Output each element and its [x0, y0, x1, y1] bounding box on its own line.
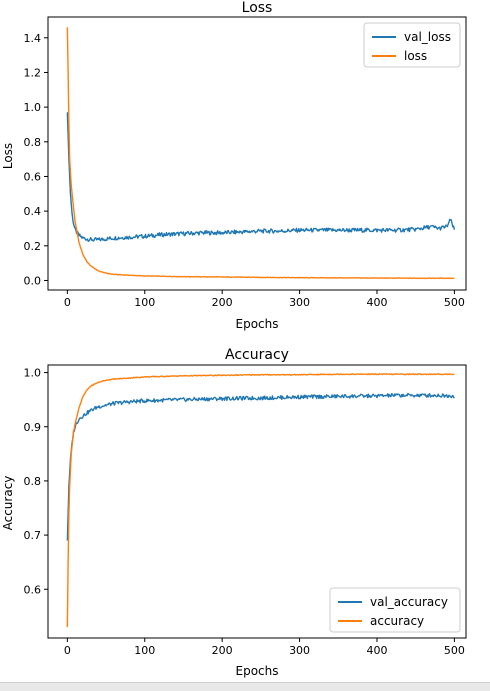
series-lines: [66, 373, 455, 628]
legend-label-loss: loss: [404, 49, 427, 63]
legend: val_accuracy accuracy: [329, 587, 461, 633]
legend-label-val_accuracy: val_accuracy: [370, 595, 448, 609]
legend-box: [329, 587, 461, 633]
loss-chart: Loss 0 100 200 300 400 500 0.0 0.2 0.4 0.6 0.8 1.0…: [1, 0, 467, 331]
x-tick-label: 400: [366, 296, 387, 309]
x-ticks: 0 100 200 300 400 500: [64, 638, 465, 657]
x-tick-label: 0: [64, 644, 71, 657]
accuracy-chart: Accuracy 0 100 200 300 400 500 0.6 0.7 0.8 0.9 1.…: [1, 347, 467, 678]
x-axis-label: Epochs: [236, 317, 279, 331]
x-tick-label: 400: [366, 644, 387, 657]
x-tick-label: 100: [134, 296, 155, 309]
x-tick-label: 100: [134, 644, 155, 657]
y-tick-label: 0.2: [24, 240, 42, 253]
y-tick-label: 0.8: [24, 136, 42, 149]
x-tick-label: 0: [64, 296, 71, 309]
x-tick-label: 300: [289, 644, 310, 657]
series-line-accuracy: [66, 373, 455, 628]
y-tick-label: 1.0: [24, 101, 42, 114]
chart-title: Accuracy: [225, 347, 289, 363]
y-tick-label: 1.0: [24, 367, 42, 380]
x-axis-label: Epochs: [236, 664, 279, 678]
y-tick-label: 0.6: [24, 170, 42, 183]
plot-frame: [47, 364, 467, 639]
x-tick-label: 500: [444, 644, 465, 657]
y-tick-label: 1.4: [24, 32, 42, 45]
series-lines: [66, 27, 456, 280]
series-line-loss: [66, 27, 455, 280]
y-tick-label: 0.0: [24, 274, 42, 287]
plot-frame: [47, 16, 467, 291]
y-tick-label: 0.8: [24, 475, 42, 488]
y-tick-label: 1.2: [24, 66, 42, 79]
legend-label-val_loss: val_loss: [404, 30, 451, 44]
y-tick-label: 0.9: [24, 421, 42, 434]
x-tick-label: 300: [289, 296, 310, 309]
x-tick-label: 500: [444, 296, 465, 309]
x-tick-label: 200: [212, 644, 233, 657]
chart-title: Loss: [242, 0, 273, 16]
series-line-val_accuracy: [66, 392, 455, 541]
x-ticks: 0 100 200 300 400 500: [64, 290, 465, 309]
y-ticks: 0.6 0.7 0.8 0.9 1.0: [24, 367, 48, 596]
series-line-val_loss: [66, 112, 456, 242]
legend-label-accuracy: accuracy: [370, 614, 424, 628]
y-axis-label: Loss: [1, 143, 15, 169]
y-tick-label: 0.4: [24, 205, 42, 218]
y-axis-label: Accuracy: [1, 476, 15, 531]
x-tick-label: 200: [212, 296, 233, 309]
y-tick-label: 0.6: [24, 583, 42, 596]
y-ticks: 0.0 0.2 0.4 0.6 0.8 1.0 1.2 1.4: [24, 32, 48, 287]
bottom-divider: [0, 682, 490, 691]
y-tick-label: 0.7: [24, 529, 42, 542]
